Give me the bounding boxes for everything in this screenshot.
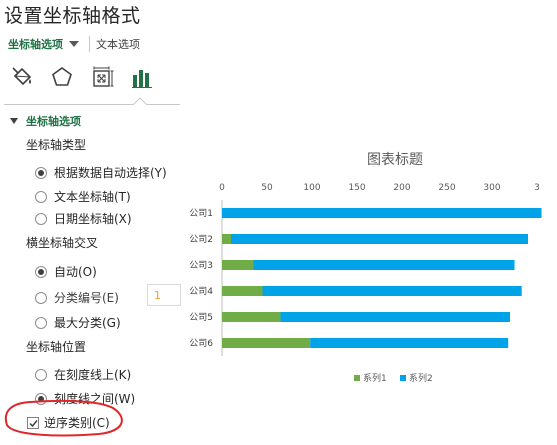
radio-label: 文本坐标轴(T) — [54, 190, 131, 204]
tab-divider — [89, 36, 90, 52]
radio-button-selected[interactable] — [35, 166, 47, 179]
format-axis-pane: 设置坐标轴格式 坐标轴选项 文本选项 — [0, 0, 182, 445]
x-tick-label: 0 — [219, 183, 225, 193]
bar-series1-3 — [222, 260, 254, 270]
chart-title[interactable]: 图表标题 — [367, 152, 423, 168]
bar-series2-3 — [253, 260, 515, 270]
radio-axis-type-text[interactable]: 文本坐标轴(T) — [35, 188, 131, 205]
axis-type-label: 坐标轴类型 — [26, 138, 87, 152]
radio-button[interactable] — [35, 190, 47, 203]
effects-pentagon-icon[interactable] — [48, 62, 76, 92]
legend-label-series1: 系列1 — [363, 372, 387, 384]
radio-label: 分类编号(E) — [54, 291, 119, 305]
tab-axis-options[interactable]: 坐标轴选项 — [8, 36, 79, 52]
crosses-label: 横坐标轴交叉 — [26, 236, 99, 250]
radio-crosses-category-number[interactable]: 分类编号(E) — [35, 289, 119, 306]
radio-label: 根据数据自动选择(Y) — [54, 166, 167, 180]
bar-series1-6 — [222, 338, 311, 348]
bar-series2-6 — [310, 338, 509, 348]
radio-crosses-max-category[interactable]: 最大分类(G) — [35, 314, 121, 331]
radio-button-selected[interactable] — [35, 392, 47, 405]
category-icons — [8, 62, 178, 96]
collapse-triangle-icon — [10, 118, 18, 124]
radio-label: 日期坐标轴(X) — [54, 212, 132, 226]
icons-divider — [4, 104, 180, 105]
radio-axis-type-auto[interactable]: 根据数据自动选择(Y) — [35, 164, 167, 181]
category-label: 公司3 — [189, 260, 213, 271]
radio-button[interactable] — [35, 316, 47, 329]
x-tick-label: 150 — [348, 183, 365, 193]
category-label: 公司2 — [189, 234, 213, 245]
tab-text-options[interactable]: 文本选项 — [96, 38, 140, 51]
section-axis-options-label: 坐标轴选项 — [26, 115, 81, 128]
reverse-categories-checkbox-row[interactable]: 逆序类别(C) — [27, 414, 110, 431]
reverse-categories-checkbox[interactable] — [27, 416, 39, 429]
reverse-categories-label: 逆序类别(C) — [44, 416, 110, 430]
tab-axis-options-label: 坐标轴选项 — [8, 38, 63, 51]
chart-canvas: 图表标题 0 50 100 150 200 250 300 3 公司1 公司2 公司3 公司4 公司5 公… — [189, 152, 542, 384]
checkmark-icon — [29, 419, 38, 427]
selected-icon-pointer — [133, 97, 147, 105]
radio-label: 最大分类(G) — [54, 316, 121, 330]
radio-position-between-tick-marks[interactable]: 刻度线之间(W) — [35, 390, 135, 407]
category-label: 公司1 — [189, 208, 213, 219]
legend-label-series2: 系列2 — [409, 372, 433, 384]
category-label: 公司6 — [189, 338, 213, 349]
radio-button[interactable] — [35, 212, 47, 225]
category-label: 公司4 — [189, 286, 213, 297]
bar-series1-2 — [222, 234, 231, 244]
x-tick-label: 200 — [393, 183, 410, 193]
section-axis-options[interactable]: 坐标轴选项 — [10, 113, 81, 129]
category-number-input[interactable]: 1 — [147, 284, 181, 306]
pane-tabs: 坐标轴选项 文本选项 — [8, 36, 140, 52]
bar-series2-4 — [262, 286, 522, 296]
fill-line-icon[interactable] — [8, 62, 36, 92]
bar-chart[interactable]: 图表标题 0 50 100 150 200 250 300 3 公司1 公司2 公司3 公司4 公司5 公… — [182, 0, 557, 445]
radio-label: 在刻度线上(K) — [54, 368, 132, 382]
bar-series1-4 — [222, 286, 263, 296]
bar-series2-2 — [231, 234, 528, 244]
legend-swatch-series2 — [400, 375, 406, 381]
radio-axis-type-date[interactable]: 日期坐标轴(X) — [35, 210, 132, 227]
x-tick-label: 250 — [438, 183, 455, 193]
chevron-down-icon[interactable] — [69, 41, 79, 47]
size-properties-icon[interactable] — [88, 62, 116, 92]
pane-title: 设置坐标轴格式 — [4, 5, 141, 27]
bar-series2-1 — [222, 208, 542, 218]
radio-position-on-tick-marks[interactable]: 在刻度线上(K) — [35, 366, 131, 383]
x-tick-label: 300 — [483, 183, 500, 193]
radio-label: 自动(O) — [54, 265, 97, 279]
bar-series1-5 — [222, 312, 281, 322]
radio-button[interactable] — [35, 368, 47, 381]
x-tick-label: 3 — [534, 183, 540, 193]
bar-series2-5 — [280, 312, 510, 322]
x-tick-label: 100 — [303, 183, 320, 193]
category-label: 公司5 — [189, 312, 213, 323]
axis-position-label: 坐标轴位置 — [26, 340, 87, 354]
radio-button[interactable] — [35, 291, 47, 304]
legend-swatch-series1 — [354, 375, 360, 381]
radio-label: 刻度线之间(W) — [54, 392, 136, 406]
radio-crosses-auto[interactable]: 自动(O) — [35, 263, 97, 280]
axis-options-chart-icon[interactable] — [128, 62, 156, 92]
radio-button-selected[interactable] — [35, 265, 47, 278]
x-tick-label: 50 — [261, 183, 273, 193]
